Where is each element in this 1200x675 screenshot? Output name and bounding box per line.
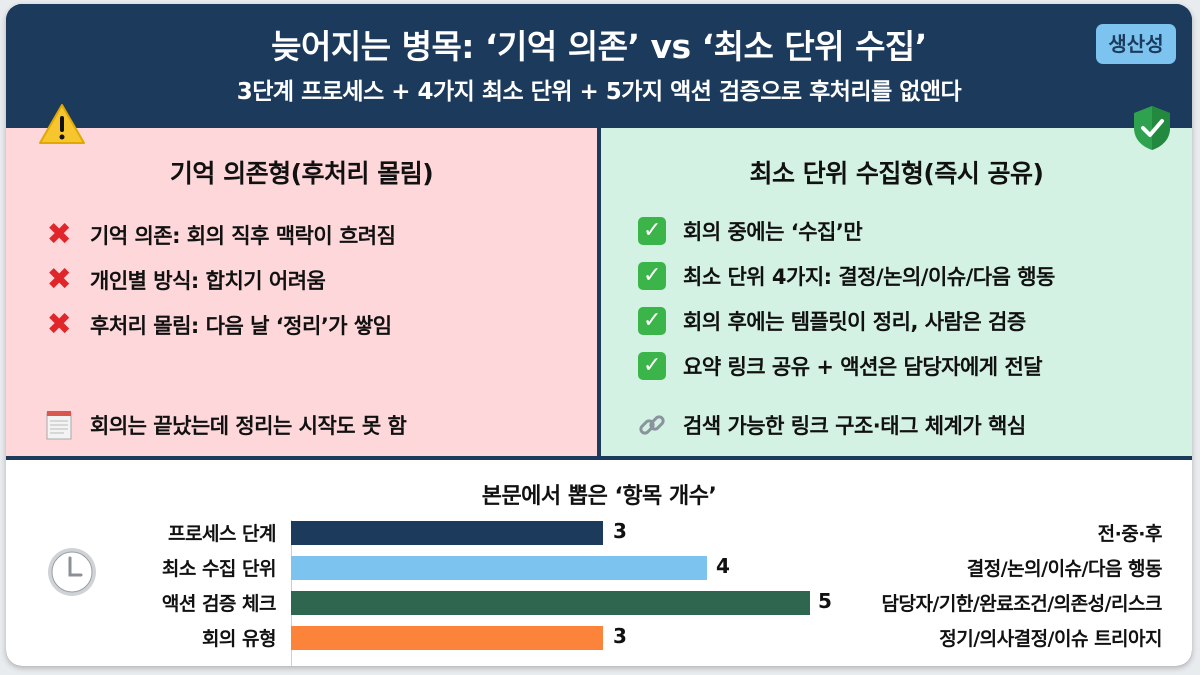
bar-annotation: 정기/의사결정/이슈 트리아지 [939, 628, 1162, 650]
chart-row: 프로세스 단계 3 전·중·후 [6, 519, 1192, 545]
bar-value: 4 [716, 554, 730, 578]
memory-dependent-panel: 기억 의존형(후처리 몰림) ✖ 기억 의존: 회의 직후 맥락이 흐려짐 ✖ … [6, 128, 597, 456]
item-text: 후처리 몰림: 다음 날 ‘정리’가 쌓임 [90, 314, 392, 338]
list-item: ✖ 후처리 몰림: 다음 날 ‘정리’가 쌓임 [44, 310, 392, 340]
footer-text: 검색 가능한 링크 구조·태그 체계가 핵심 [683, 414, 1026, 438]
panel-title: 기억 의존형(후처리 몰림) [169, 159, 434, 188]
panel-footer: 회의는 끝났는데 정리는 시작도 못 함 [44, 410, 407, 440]
item-text: 회의 후에는 템플릿이 정리, 사람은 검증 [683, 310, 1026, 334]
item-text: 요약 링크 공유 + 액션은 담당자에게 전달 [683, 355, 1043, 379]
item-text: 기억 의존: 회의 직후 맥락이 흐려짐 [90, 224, 396, 248]
bar [291, 556, 707, 580]
bar [291, 591, 810, 615]
bar-label: 회의 유형 [201, 628, 277, 650]
notepad-icon [44, 410, 74, 440]
minimal-unit-panel: 최소 단위 수집형(즉시 공유) ✓ 회의 중에는 ‘수집’만 ✓ 최소 단위 … [601, 128, 1192, 456]
warning-icon [39, 104, 85, 144]
check-box-icon: ✓ [638, 352, 666, 380]
bar-annotation: 전·중·후 [1097, 523, 1163, 545]
item-count-chart: 본문에서 뽑은 ‘항목 개수’ 프로세스 단계 3 전·중·후 최소 수집 단위… [6, 458, 1192, 666]
bar-value: 3 [613, 519, 627, 543]
item-text: 개인별 방식: 합치기 어려움 [90, 269, 326, 293]
header: 늦어지는 병목: ‘기억 의존’ vs ‘최소 단위 수집’ 3단계 프로세스 … [6, 4, 1192, 126]
check-box-icon: ✓ [638, 217, 666, 245]
cross-mark-icon: ✖ [46, 307, 72, 342]
check-box-icon: ✓ [638, 307, 666, 335]
bar-annotation: 결정/논의/이슈/다음 행동 [966, 558, 1163, 580]
infographic-card: 늦어지는 병목: ‘기억 의존’ vs ‘최소 단위 수집’ 3단계 프로세스 … [6, 4, 1192, 666]
check-box-icon: ✓ [638, 262, 666, 290]
shield-check-icon [1134, 106, 1170, 150]
item-text: 최소 단위 4가지: 결정/논의/이슈/다음 행동 [683, 265, 1055, 289]
panel-footer: 검색 가능한 링크 구조·태그 체계가 핵심 [637, 410, 1026, 440]
list-item: ✓ 회의 중에는 ‘수집’만 [637, 216, 863, 246]
clock-icon [48, 548, 96, 596]
page-subtitle: 3단계 프로세스 + 4가지 최소 단위 + 5가지 액션 검증으로 후처리를 … [236, 79, 962, 105]
link-icon [637, 410, 667, 440]
bar-label: 액션 검증 체크 [161, 593, 277, 615]
list-item: ✓ 요약 링크 공유 + 액션은 담당자에게 전달 [637, 351, 1043, 381]
chart-row: 최소 수집 단위 4 결정/논의/이슈/다음 행동 [6, 554, 1192, 580]
item-text: 회의 중에는 ‘수집’만 [683, 220, 863, 244]
chart-row: 액션 검증 체크 5 담당자/기한/완료조건/의존성/리스크 [6, 589, 1192, 615]
panel-title: 최소 단위 수집형(즉시 공유) [749, 159, 1044, 188]
bar-annotation: 담당자/기한/완료조건/의존성/리스크 [881, 593, 1163, 615]
bar-value: 3 [613, 624, 627, 648]
bar-label: 최소 수집 단위 [161, 558, 277, 580]
cross-mark-icon: ✖ [46, 262, 72, 297]
list-item: ✓ 최소 단위 4가지: 결정/논의/이슈/다음 행동 [637, 261, 1055, 291]
bar [291, 521, 603, 545]
chart-row: 회의 유형 3 정기/의사결정/이슈 트리아지 [6, 624, 1192, 650]
page-title: 늦어지는 병목: ‘기억 의존’ vs ‘최소 단위 수집’ [271, 27, 927, 66]
bar-label: 프로세스 단계 [168, 523, 277, 545]
list-item: ✖ 개인별 방식: 합치기 어려움 [44, 262, 326, 297]
bar-value: 5 [818, 589, 832, 613]
category-badge: 생산성 [1096, 24, 1176, 64]
footer-text: 회의는 끝났는데 정리는 시작도 못 함 [90, 414, 407, 438]
chart-title: 본문에서 뽑은 ‘항목 개수’ [481, 484, 717, 509]
list-item: ✓ 회의 후에는 템플릿이 정리, 사람은 검증 [637, 306, 1026, 336]
list-item: ✖ 기억 의존: 회의 직후 맥락이 흐려짐 [44, 217, 396, 252]
bar [291, 626, 603, 650]
cross-mark-icon: ✖ [46, 217, 72, 252]
